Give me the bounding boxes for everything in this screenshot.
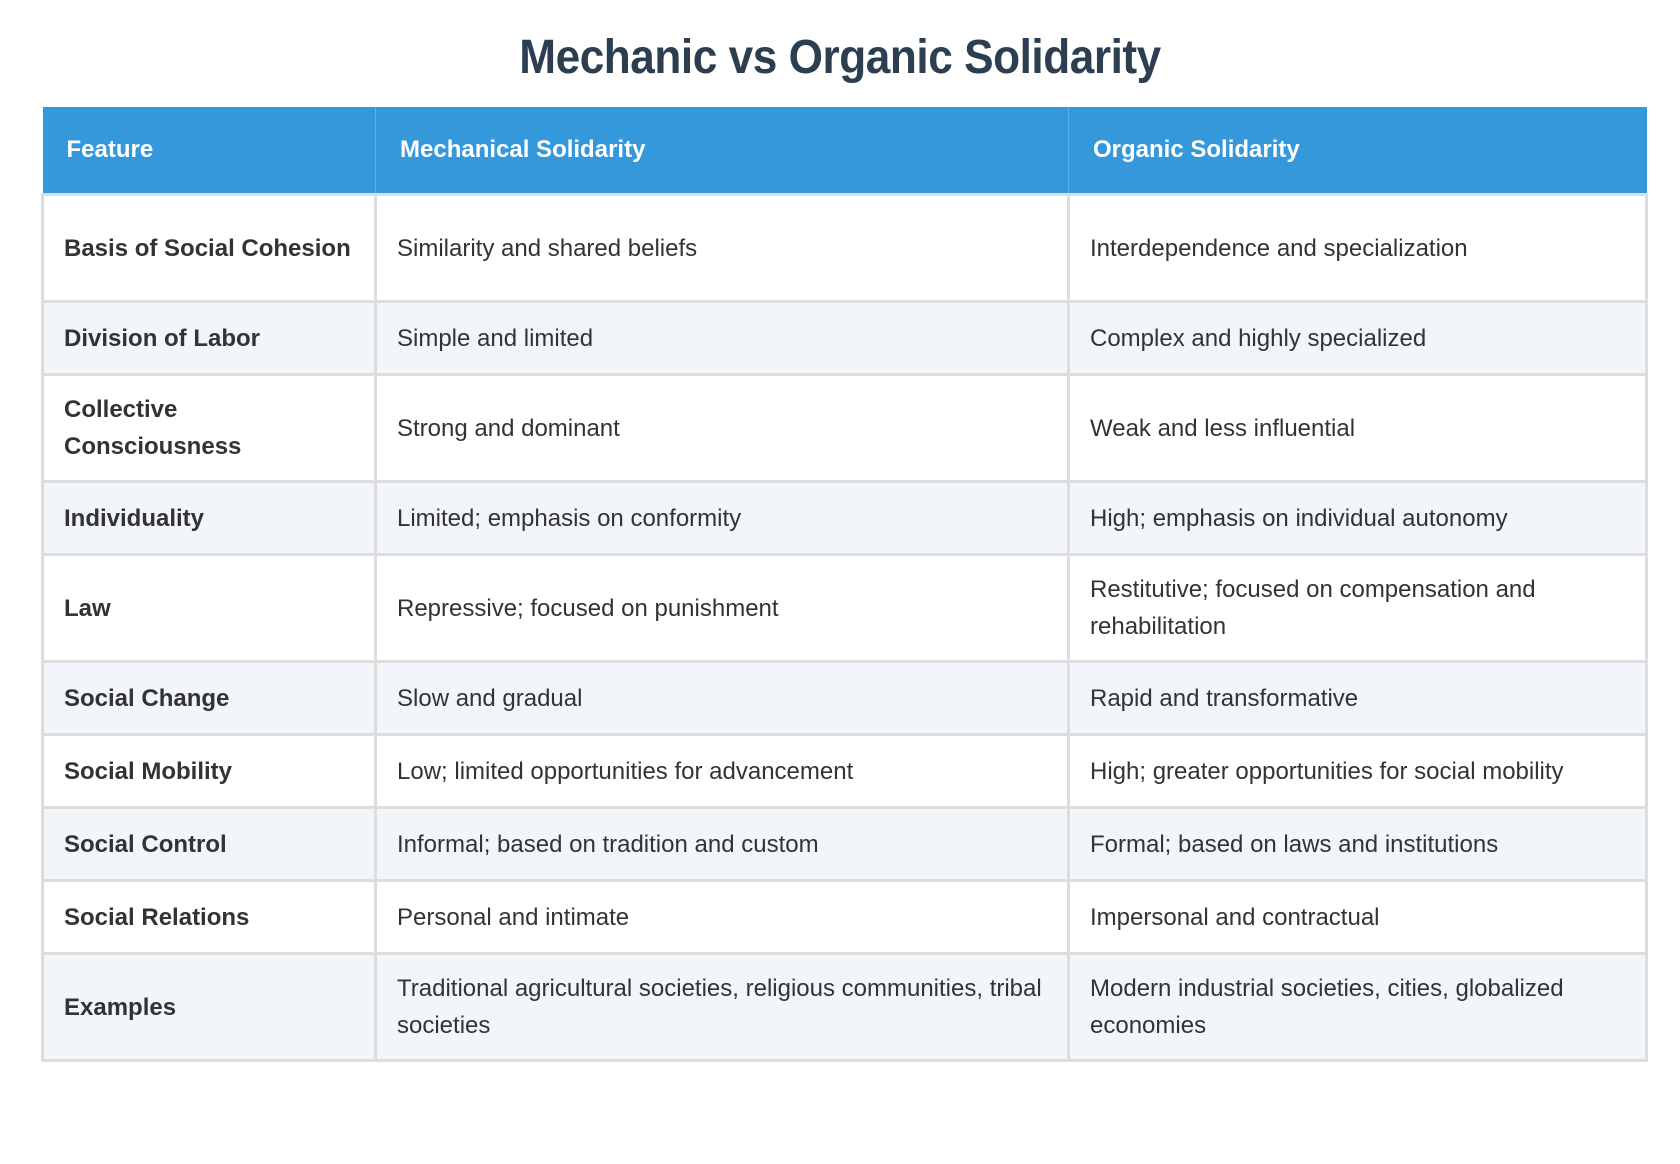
organic-cell: Rapid and transformative (1067, 660, 1648, 736)
feature-cell: Basis of Social Cohesion (41, 193, 377, 303)
feature-cell: Examples (41, 952, 377, 1062)
table-row: Collective Consciousness Strong and domi… (41, 373, 1648, 483)
organic-cell: Weak and less influential (1067, 373, 1648, 483)
mechanical-cell: Simple and limited (374, 300, 1070, 376)
table-row: Social Relations Personal and intimate I… (41, 879, 1648, 955)
mechanical-cell: Limited; emphasis on conformity (374, 480, 1070, 556)
page-title: Mechanic vs Organic Solidarity (519, 31, 1161, 84)
mechanical-cell: Strong and dominant (374, 373, 1070, 483)
mechanical-cell: Traditional agricultural societies, reli… (374, 952, 1070, 1062)
feature-cell: Collective Consciousness (41, 373, 377, 483)
table-row: Social Change Slow and gradual Rapid and… (41, 660, 1648, 736)
feature-cell: Social Control (41, 806, 377, 882)
header-organic: Organic Solidarity (1068, 107, 1647, 195)
mechanical-cell: Low; limited opportunities for advanceme… (374, 733, 1070, 809)
organic-cell: Modern industrial societies, cities, glo… (1067, 952, 1648, 1062)
table-row: Law Repressive; focused on punishment Re… (41, 553, 1648, 663)
table-row: Basis of Social Cohesion Similarity and … (41, 193, 1648, 303)
table-row: Examples Traditional agricultural societ… (41, 952, 1648, 1062)
header-feature: Feature (42, 107, 376, 195)
mechanical-cell: Personal and intimate (374, 879, 1070, 955)
mechanical-cell: Repressive; focused on punishment (374, 553, 1070, 663)
header-mechanical: Mechanical Solidarity (375, 107, 1069, 195)
organic-cell: Restitutive; focused on compensation and… (1067, 553, 1648, 663)
organic-cell: Formal; based on laws and institutions (1067, 806, 1648, 882)
mechanical-cell: Slow and gradual (374, 660, 1070, 736)
organic-cell: Interdependence and specialization (1067, 193, 1648, 303)
organic-cell: High; greater opportunities for social m… (1067, 733, 1648, 809)
mechanical-cell: Informal; based on tradition and custom (374, 806, 1070, 882)
table-row: Division of Labor Simple and limited Com… (41, 300, 1648, 376)
mechanical-cell: Similarity and shared beliefs (374, 193, 1070, 303)
comparison-table: Feature Mechanical Solidarity Organic So… (41, 107, 1648, 1062)
table-row: Social Control Informal; based on tradit… (41, 806, 1648, 882)
table-row: Individuality Limited; emphasis on confo… (41, 480, 1648, 556)
table-row: Social Mobility Low; limited opportuniti… (41, 733, 1648, 809)
table-header-row: Feature Mechanical Solidarity Organic So… (42, 107, 1647, 195)
organic-cell: Complex and highly specialized (1067, 300, 1648, 376)
feature-cell: Law (41, 553, 377, 663)
feature-cell: Social Change (41, 660, 377, 736)
feature-cell: Individuality (41, 480, 377, 556)
feature-cell: Social Mobility (41, 733, 377, 809)
feature-cell: Social Relations (41, 879, 377, 955)
organic-cell: High; emphasis on individual autonomy (1067, 480, 1648, 556)
organic-cell: Impersonal and contractual (1067, 879, 1648, 955)
feature-cell: Division of Labor (41, 300, 377, 376)
